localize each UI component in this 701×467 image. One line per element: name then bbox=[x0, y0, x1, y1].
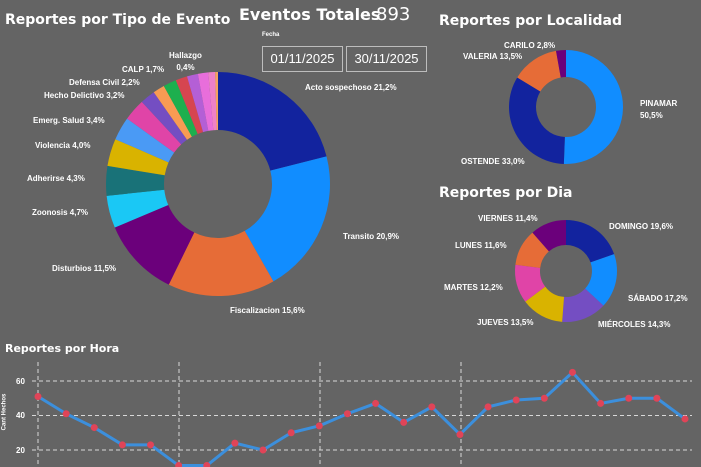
date-filter-label: Fecha bbox=[262, 32, 280, 38]
dia-slice-martes bbox=[515, 264, 546, 302]
label-violencia: Violencia 4,0% bbox=[35, 141, 91, 150]
hour-point-15 bbox=[456, 430, 464, 438]
hour-point-9 bbox=[287, 429, 295, 437]
dia-slice-sabado bbox=[585, 254, 617, 306]
label-ostende: OSTENDE 33,0% bbox=[461, 157, 525, 166]
localidad-slice-pinamar bbox=[563, 50, 623, 164]
hour-point-23 bbox=[681, 415, 689, 423]
hour-point-20 bbox=[597, 399, 605, 407]
y-tick-40: 40 bbox=[16, 411, 25, 420]
dia-slice-jueves bbox=[525, 286, 565, 322]
localidad-slice-carilo bbox=[556, 50, 566, 78]
tipo-evento-slice-transito bbox=[244, 156, 330, 282]
hour-point-1 bbox=[62, 410, 70, 418]
dia-slice-domingo bbox=[566, 220, 615, 263]
hour-point-22 bbox=[653, 394, 661, 402]
tipo-evento-title: Reportes por Tipo de Evento bbox=[5, 12, 231, 28]
localidad-title: Reportes por Localidad bbox=[439, 13, 623, 29]
hour-point-19 bbox=[568, 368, 576, 376]
tipo-evento-slice-adherirse bbox=[106, 165, 165, 196]
hourly-line bbox=[37, 370, 686, 467]
hour-point-2 bbox=[90, 424, 98, 432]
hour-point-18 bbox=[540, 394, 548, 402]
date-from-input[interactable]: 01/11/2025 bbox=[262, 46, 343, 72]
label-pinamar-name: PINAMAR bbox=[640, 99, 678, 108]
label-valeria: VALERIA 13,5% bbox=[463, 52, 523, 61]
tipo-evento-slice-disturbios bbox=[114, 204, 195, 285]
hour-point-21 bbox=[625, 394, 633, 402]
tipo-evento-slice-violencia bbox=[107, 139, 169, 176]
label-hallazgo: Hallazgo 0,4% bbox=[169, 50, 202, 74]
tipo-evento-slice-other-14 bbox=[197, 72, 214, 131]
label-pinamar-pct: 50,5% bbox=[640, 111, 663, 120]
label-defensa-civil: Defensa Civil 2,2% bbox=[69, 78, 140, 87]
label-sabado: SÁBADO 17,2% bbox=[628, 294, 688, 303]
dia-title: Reportes por Dia bbox=[439, 185, 573, 201]
localidad-slice-valeria bbox=[517, 50, 561, 92]
label-viernes: VIERNES 11,4% bbox=[478, 214, 538, 223]
total-events-label: Eventos Totales bbox=[239, 5, 381, 24]
label-emerg-salud: Emerg. Salud 3,4% bbox=[33, 116, 105, 125]
tipo-evento-slice-fiscalizacion bbox=[168, 230, 274, 296]
label-carilo: CARILO 2,8% bbox=[504, 41, 556, 50]
tipo-evento-slice-other-11 bbox=[163, 80, 198, 137]
hour-point-11 bbox=[343, 410, 351, 418]
label-pinamar: PINAMAR 50,5% bbox=[640, 98, 677, 122]
label-calp: CALP 1,7% bbox=[122, 65, 165, 74]
hour-point-3 bbox=[118, 441, 126, 449]
tipo-evento-slice-acto-sospechoso bbox=[218, 72, 327, 171]
hour-point-17 bbox=[512, 396, 520, 404]
localidad-slice-ostende bbox=[509, 77, 565, 164]
hour-point-12 bbox=[372, 399, 380, 407]
tipo-evento-slice-zoonosis bbox=[106, 189, 169, 228]
label-hallazgo-name: Hallazgo bbox=[169, 51, 202, 60]
hour-point-5 bbox=[175, 462, 183, 467]
hour-point-0 bbox=[34, 393, 42, 401]
tipo-evento-slice-emerg-salud bbox=[115, 118, 175, 163]
hour-point-16 bbox=[484, 403, 492, 411]
tipo-evento-slice-other-15 bbox=[208, 72, 217, 131]
label-acto-sospechoso: Acto sospechoso 21,2% bbox=[305, 83, 397, 92]
dia-slice-miercoles bbox=[562, 288, 604, 322]
label-hecho-delictivo: Hecho Delictivo 3,2% bbox=[44, 91, 125, 100]
tipo-evento-slice-hecho-delictivo bbox=[127, 101, 182, 153]
label-transito: Transito 20,9% bbox=[343, 232, 400, 241]
hour-point-6 bbox=[203, 462, 211, 467]
label-adherirse: Adherirse 4,3% bbox=[27, 174, 85, 183]
label-martes: MARTES 12,2% bbox=[444, 283, 503, 292]
tipo-evento-slice-calp bbox=[153, 85, 192, 140]
hour-point-14 bbox=[428, 403, 436, 411]
dia-slice-lunes bbox=[515, 232, 549, 268]
label-miercoles: MIÉRCOLES 14,3% bbox=[598, 320, 671, 329]
tipo-evento-slice-defensa-civil bbox=[141, 92, 188, 145]
y-tick-60: 60 bbox=[16, 377, 25, 386]
date-to-input[interactable]: 30/11/2025 bbox=[346, 46, 427, 72]
hour-point-13 bbox=[400, 418, 408, 426]
label-zoonosis: Zoonosis 4,7% bbox=[32, 208, 89, 217]
label-jueves: JUEVES 13,5% bbox=[477, 318, 534, 327]
total-events-value: 893 bbox=[376, 4, 411, 25]
label-disturbios: Disturbios 11,5% bbox=[52, 264, 117, 273]
hour-point-4 bbox=[147, 441, 155, 449]
hora-title: Reportes por Hora bbox=[5, 342, 120, 355]
label-domingo: DOMINGO 19,6% bbox=[609, 222, 674, 231]
tipo-evento-slice-hallazgo bbox=[215, 72, 218, 131]
hour-point-10 bbox=[315, 422, 323, 430]
hour-point-7 bbox=[231, 439, 239, 447]
y-axis-title: Cant Hechos bbox=[1, 393, 8, 431]
tipo-evento-slice-other-13 bbox=[186, 73, 209, 133]
hour-point-8 bbox=[259, 446, 267, 454]
label-hallazgo-pct: 0,4% bbox=[176, 63, 195, 72]
y-tick-20: 20 bbox=[16, 446, 25, 455]
label-lunes: LUNES 11,6% bbox=[455, 241, 507, 250]
label-fiscalizacion: Fiscalizacion 15,6% bbox=[230, 306, 305, 315]
dia-slice-viernes bbox=[532, 220, 566, 252]
tipo-evento-slice-other-12 bbox=[175, 76, 204, 134]
